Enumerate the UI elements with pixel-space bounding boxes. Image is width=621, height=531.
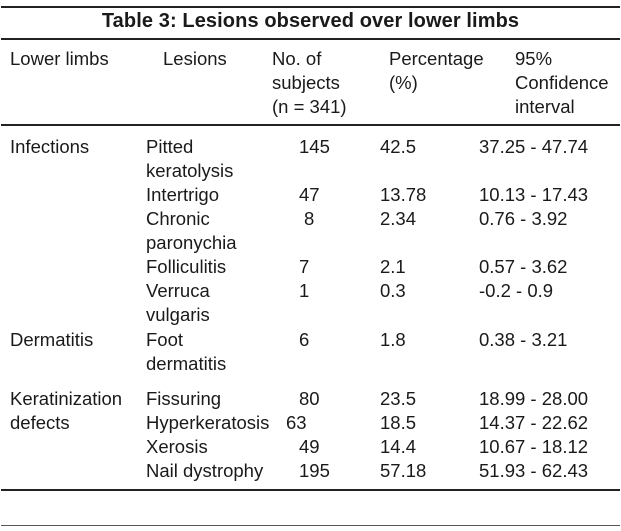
lesion-pitted-keratolysis-line1: Pitted [146,136,194,157]
category-dermatitis: Dermatitis [10,329,94,350]
ci-pitted-keratolysis: 37.25 - 47.74 [479,136,589,157]
ci-foot-dermatitis: 0.38 - 3.21 [479,329,568,350]
percentage-verruca-vulgaris: 0.3 [380,280,406,301]
lesion-chronic-paronychia-line1: Chronic [146,208,210,229]
bottom-rule [1,489,620,491]
lesion-foot-dermatitis-line1: Foot [146,329,184,350]
ci-intertrigo: 10.13 - 17.43 [479,184,589,205]
header-subjects-line1: No. of [272,48,322,69]
ci-chronic-paronychia: 0.76 - 3.92 [479,208,568,229]
lesion-foot-dermatitis-line2: dermatitis [146,353,227,374]
percentage-pitted-keratolysis: 42.5 [380,136,417,157]
subjects-pitted-keratolysis: 145 [299,136,330,157]
header-ci-line2: Confidence [515,72,609,93]
lesion-folliculitis: Folliculitis [146,256,227,277]
subjects-folliculitis: 7 [299,256,310,277]
subjects-intertrigo: 47 [299,184,320,205]
category-keratinization-line2: defects [10,412,70,433]
header-ci-line3: interval [515,96,575,117]
lesion-nail-dystrophy: Nail dystrophy [146,460,264,481]
subjects-foot-dermatitis: 6 [299,329,310,350]
subjects-verruca-vulgaris: 1 [299,280,310,301]
header-percentage-line2: (%) [389,72,418,93]
subjects-chronic-paronychia: 8 [304,208,315,229]
top-rule [1,6,620,8]
subjects-fissuring: 80 [299,388,320,409]
percentage-nail-dystrophy: 57.18 [380,460,427,481]
lesion-chronic-paronychia-line2: paronychia [146,232,237,253]
subjects-nail-dystrophy: 195 [299,460,330,481]
lesion-intertrigo: Intertrigo [146,184,220,205]
lesion-xerosis: Xerosis [146,436,208,457]
category-keratinization-line1: Keratinization [10,388,123,409]
lesion-fissuring: Fissuring [146,388,222,409]
subjects-hyperkeratosis: 63 [286,412,307,433]
percentage-fissuring: 23.5 [380,388,417,409]
lesion-pitted-keratolysis-line2: keratolysis [146,160,234,181]
ci-xerosis: 10.67 - 18.12 [479,436,589,457]
lesion-verruca-vulgaris-line1: Verruca [146,280,210,301]
header-subjects-line3: (n = 341) [272,96,347,117]
subjects-xerosis: 49 [299,436,320,457]
percentage-intertrigo: 13.78 [380,184,427,205]
header-lesions: Lesions [163,48,227,69]
header-subjects-line2: subjects [272,72,340,93]
percentage-chronic-paronychia: 2.34 [380,208,417,229]
ci-nail-dystrophy: 51.93 - 62.43 [479,460,589,481]
lesion-verruca-vulgaris-line2: vulgaris [146,304,210,325]
title-rule [1,38,620,40]
percentage-foot-dermatitis: 1.8 [380,329,406,350]
ci-fissuring: 18.99 - 28.00 [479,388,589,409]
category-infections: Infections [10,136,90,157]
ci-hyperkeratosis: 14.37 - 22.62 [479,412,589,433]
header-lower-limbs: Lower limbs [10,48,109,69]
percentage-folliculitis: 2.1 [380,256,406,277]
percentage-xerosis: 14.4 [380,436,417,457]
table-title: Table 3: Lesions observed over lower lim… [101,10,520,32]
ci-verruca-vulgaris: -0.2 - 0.9 [479,280,554,301]
header-percentage-line1: Percentage [389,48,484,69]
lesion-hyperkeratosis: Hyperkeratosis [146,412,270,433]
header-rule [1,124,620,126]
percentage-hyperkeratosis: 18.5 [380,412,417,433]
header-ci-line1: 95% [515,48,553,69]
ci-folliculitis: 0.57 - 3.62 [479,256,568,277]
footer-rule [1,525,620,526]
